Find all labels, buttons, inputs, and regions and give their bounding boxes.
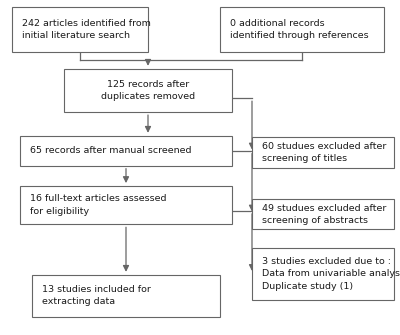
Text: 3 studies excluded due to :
Data from univariable analysis (2)
Duplicate study (: 3 studies excluded due to : Data from un… bbox=[262, 257, 400, 291]
Text: 60 studues excluded after
screening of titles: 60 studues excluded after screening of t… bbox=[262, 142, 386, 163]
Text: 49 studues excluded after
screening of abstracts: 49 studues excluded after screening of a… bbox=[262, 204, 386, 225]
Text: 125 records after
duplicates removed: 125 records after duplicates removed bbox=[101, 80, 195, 101]
FancyBboxPatch shape bbox=[20, 186, 232, 224]
FancyBboxPatch shape bbox=[12, 7, 148, 52]
Text: 0 additional records
identified through references: 0 additional records identified through … bbox=[230, 18, 369, 40]
Text: 13 studies included for
extracting data: 13 studies included for extracting data bbox=[42, 285, 151, 307]
Text: 16 full-text articles assessed
for eligibility: 16 full-text articles assessed for eligi… bbox=[30, 194, 166, 216]
Text: 65 records after manual screened: 65 records after manual screened bbox=[30, 146, 192, 155]
FancyBboxPatch shape bbox=[20, 136, 232, 166]
FancyBboxPatch shape bbox=[252, 137, 394, 168]
FancyBboxPatch shape bbox=[220, 7, 384, 52]
FancyBboxPatch shape bbox=[252, 199, 394, 229]
FancyBboxPatch shape bbox=[252, 248, 394, 300]
Text: 242 articles identified from
initial literature search: 242 articles identified from initial lit… bbox=[22, 18, 151, 40]
FancyBboxPatch shape bbox=[64, 69, 232, 112]
FancyBboxPatch shape bbox=[32, 275, 220, 317]
